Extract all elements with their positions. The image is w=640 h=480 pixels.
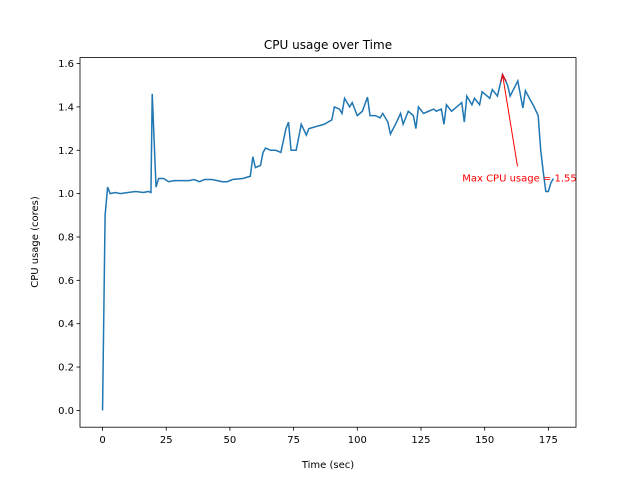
y-tick-label: 0.6 [58,276,74,287]
y-tick-label: 1.0 [58,189,74,200]
y-tick-label: 0.0 [58,406,74,417]
y-axis-label: CPU usage (cores) [30,196,41,288]
x-tick-label: 100 [348,435,367,446]
x-tick-label: 0 [99,435,105,446]
x-tick-label: 175 [539,435,558,446]
y-tick-label: 1.4 [58,102,74,113]
chart-title: CPU usage over Time [264,38,392,52]
x-axis-label: Time (sec) [301,460,354,471]
x-tick-label: 125 [411,435,430,446]
annotation-arrow [502,74,518,167]
y-tick-label: 1.2 [58,146,74,157]
y-tick-label: 0.2 [58,363,74,374]
plot-frame [79,57,577,428]
annotation-arrowhead [500,72,507,83]
x-tick-label: 50 [224,435,237,446]
x-tick-label: 150 [475,435,494,446]
x-tick-label: 25 [160,435,173,446]
y-tick-label: 0.8 [58,232,74,243]
annotation-text: Max CPU usage = 1.55 [462,173,577,184]
x-tick-label: 75 [287,435,300,446]
y-tick-label: 1.6 [58,59,74,70]
y-tick-label: 0.4 [58,319,74,330]
line-series [101,72,555,411]
